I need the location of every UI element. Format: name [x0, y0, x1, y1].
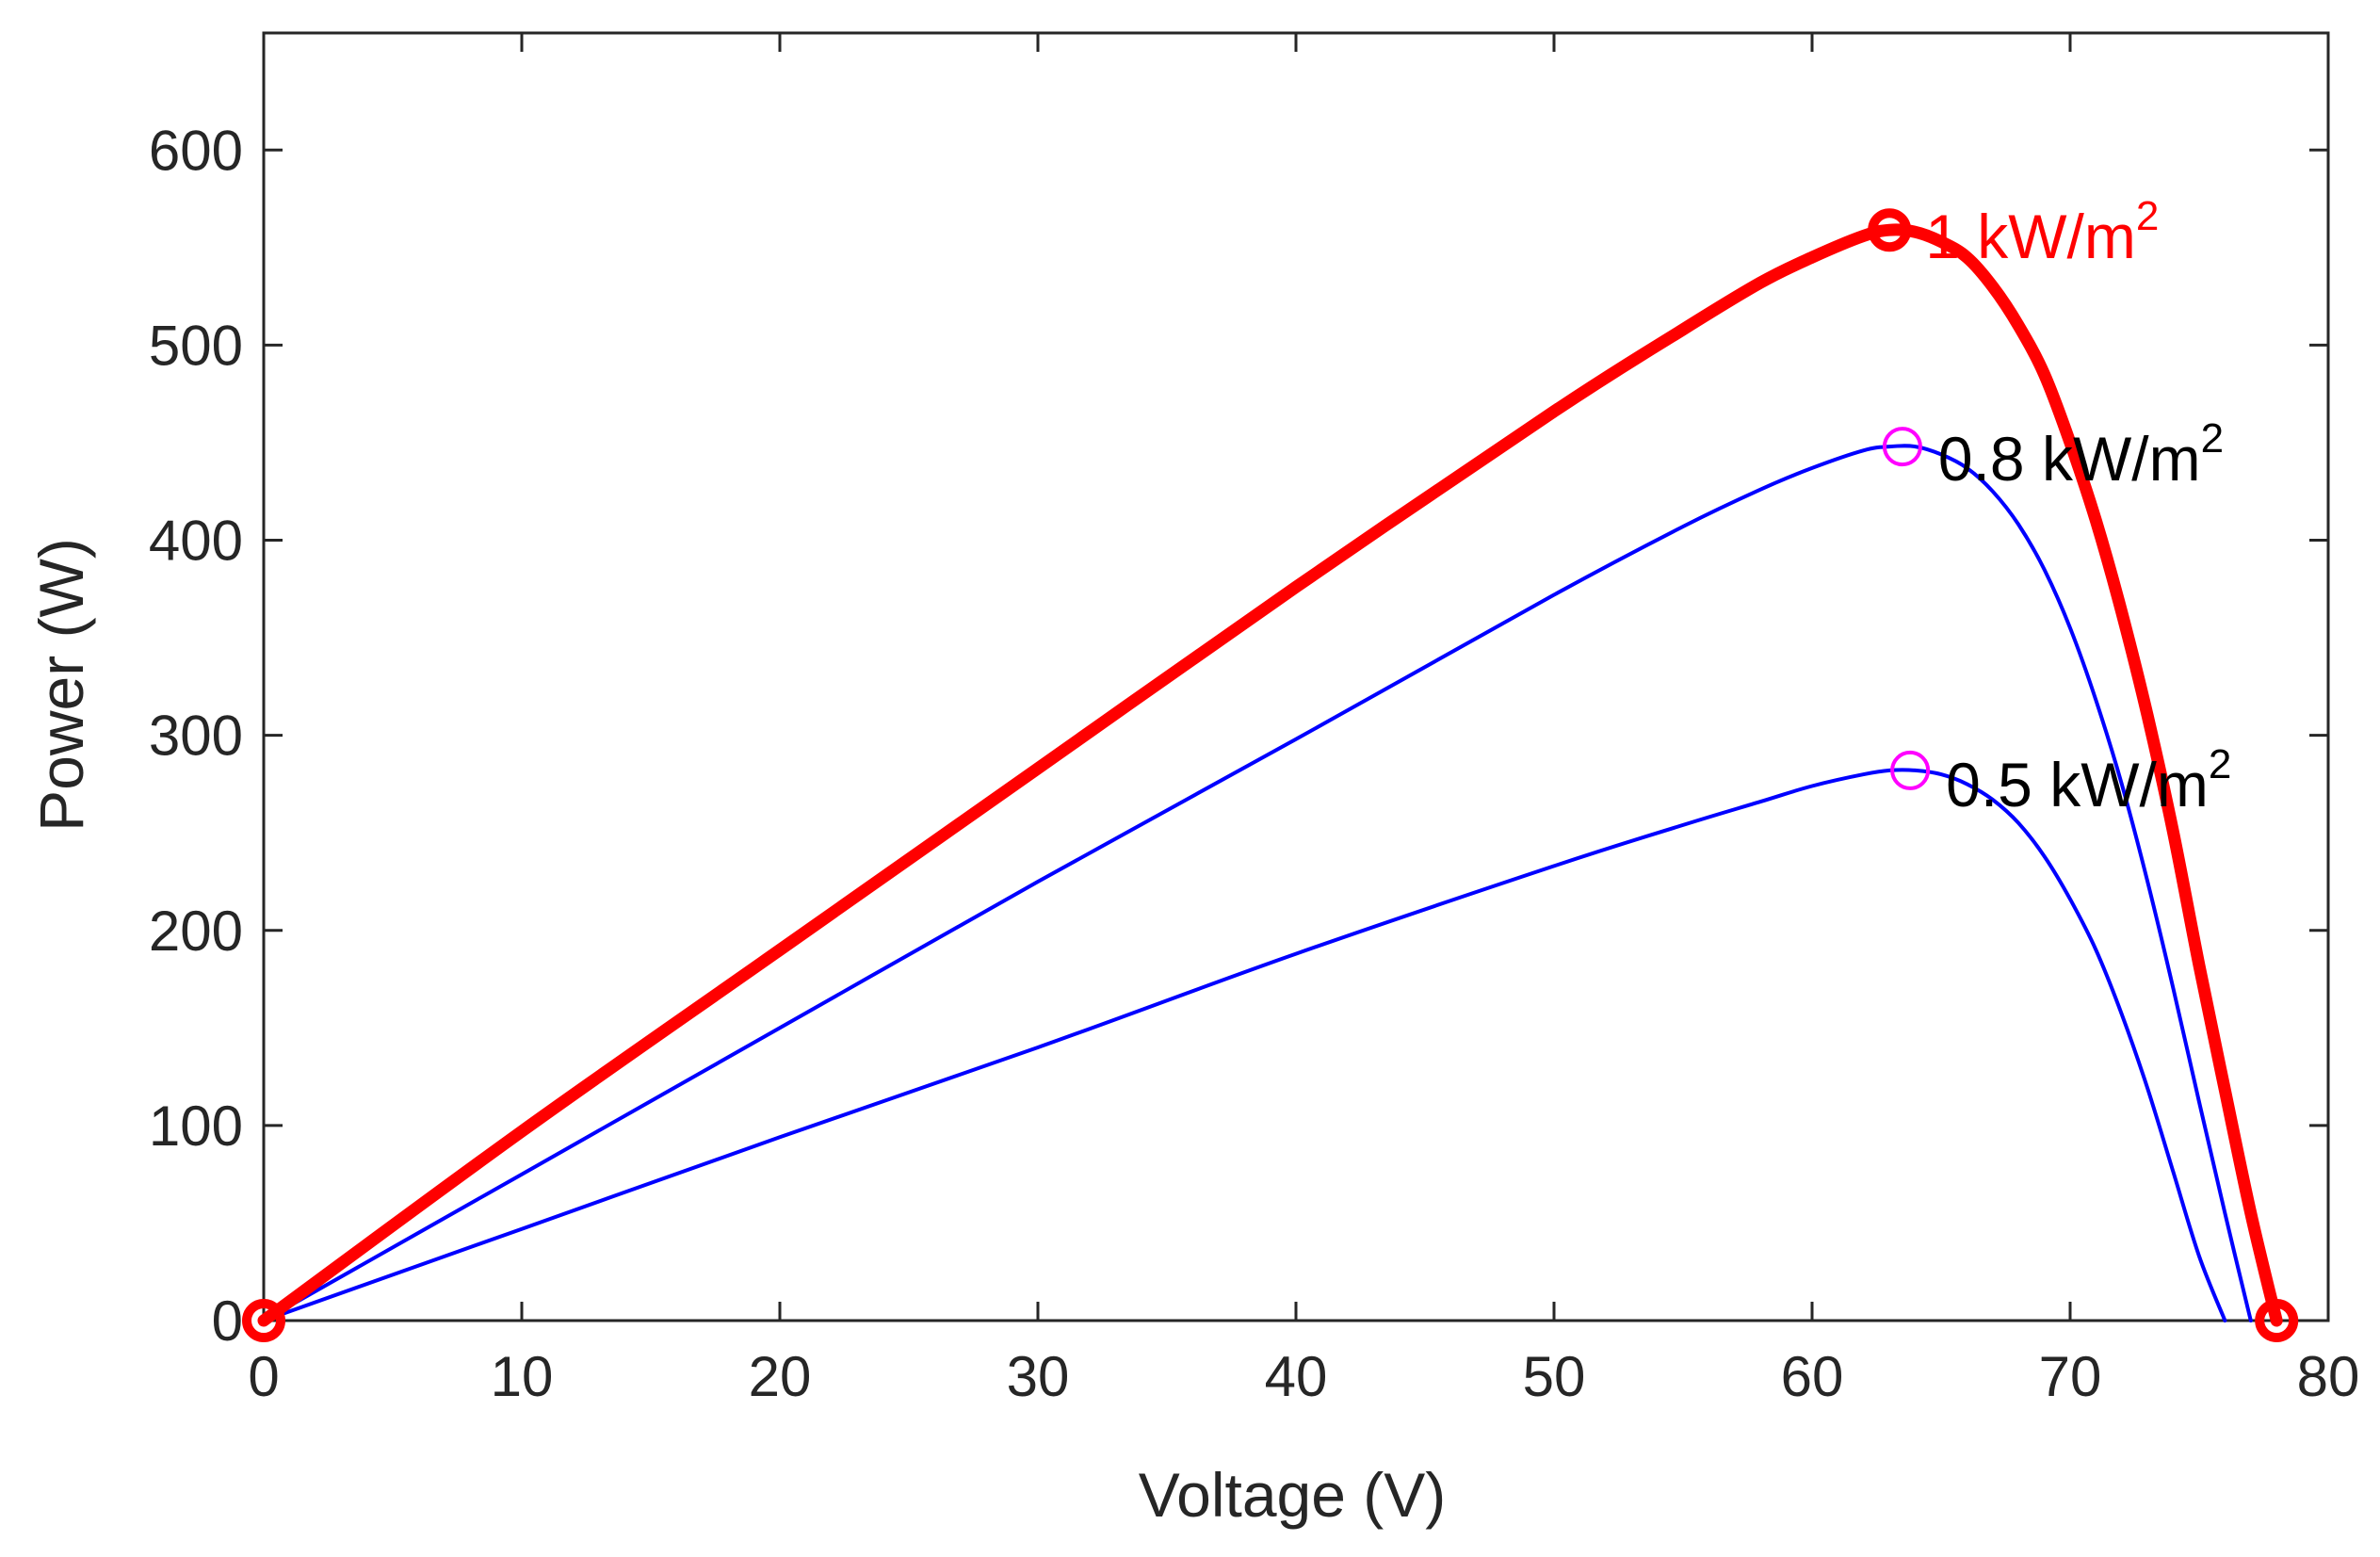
annotation-superscript: 2	[2201, 415, 2224, 462]
annotation-0-8kw: 0.8 kW/m2	[1938, 415, 2224, 494]
voc-marker	[2255, 1299, 2299, 1342]
annotation-0-5kw: 0.5 kW/m2	[1946, 741, 2231, 819]
x-tick-label: 60	[1781, 1345, 1844, 1408]
origin-marker	[242, 1299, 285, 1342]
y-axis-title: Power (W)	[26, 538, 96, 832]
y-tick-label: 0	[212, 1289, 243, 1353]
x-tick-label: 30	[1007, 1345, 1070, 1408]
mpp-marker-1kw	[1868, 208, 1912, 252]
x-tick-label: 80	[2297, 1345, 2360, 1408]
x-tick-label: 20	[749, 1345, 812, 1408]
y-tick-label: 300	[149, 705, 243, 768]
mpp-marker-0-5kw	[1890, 750, 1931, 790]
x-tick-label: 70	[2039, 1345, 2102, 1408]
annotation-superscript: 2	[2136, 193, 2159, 239]
x-tick-label: 50	[1523, 1345, 1586, 1408]
mpp-marker-0-8kw	[1882, 427, 1922, 467]
axes-layer: 0 10 20 30 40 50 60 70 80 0 100 200 300 400 500 600	[149, 31, 2360, 1408]
annotation-1kw: 1 kW/m2	[1925, 193, 2159, 271]
annotation-base: 0.5 kW/m	[1946, 750, 2209, 819]
annotation-base: 0.8 kW/m	[1938, 424, 2201, 494]
annotation-superscript: 2	[2209, 741, 2231, 787]
annotation-layer: 1 kW/m20.8 kW/m20.5 kW/m2	[1925, 193, 2231, 819]
y-tick-label: 100	[149, 1095, 243, 1158]
series-line-1kw	[257, 223, 2283, 1327]
series-line-0-5kw	[262, 768, 2227, 1322]
y-tick-label: 500	[149, 314, 243, 377]
series-layer	[257, 223, 2283, 1327]
annotation-base: 1 kW/m	[1925, 202, 2136, 271]
series-line-0-8kw	[262, 444, 2253, 1322]
x-tick-label: 40	[1265, 1345, 1328, 1408]
y-tick-label: 200	[149, 900, 243, 963]
x-axis-title: Voltage (V)	[1139, 1460, 1447, 1530]
x-tick-label: 10	[491, 1345, 554, 1408]
y-tick-label: 400	[149, 510, 243, 573]
marker-layer	[242, 208, 2299, 1342]
y-tick-label: 600	[149, 119, 243, 182]
x-tick-label: 0	[248, 1345, 279, 1408]
